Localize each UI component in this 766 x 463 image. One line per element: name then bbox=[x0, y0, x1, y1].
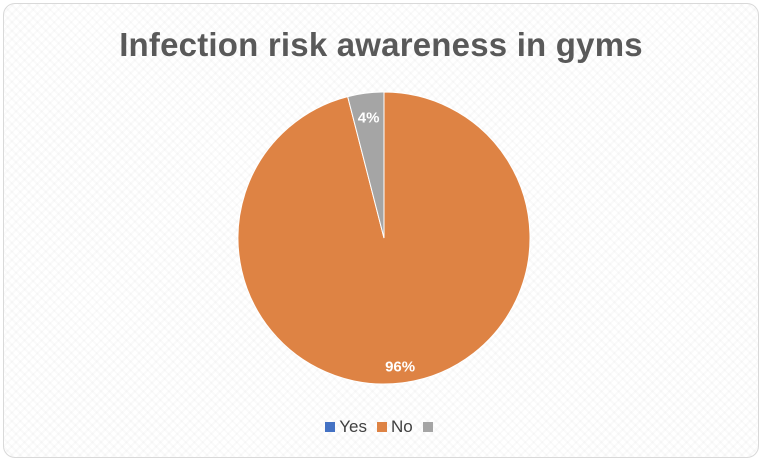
legend-label-yes: Yes bbox=[339, 417, 367, 436]
legend: Yes No bbox=[4, 417, 758, 437]
legend-swatch-no bbox=[377, 422, 387, 432]
data-label-other: 4% bbox=[358, 109, 380, 126]
legend-item-other bbox=[422, 422, 437, 432]
pie-slice-other bbox=[347, 91, 385, 239]
chart-card: Infection risk awareness in gyms 96% 4% Y… bbox=[3, 3, 759, 458]
data-label-no: 96% bbox=[385, 358, 415, 375]
legend-item-yes: Yes bbox=[325, 417, 367, 437]
pie-chart: 96% 4% bbox=[237, 91, 531, 385]
legend-swatch-other bbox=[422, 422, 433, 432]
legend-swatch-yes bbox=[325, 422, 336, 432]
chart-title: Infection risk awareness in gyms bbox=[119, 26, 643, 63]
legend-label-no: No bbox=[391, 417, 413, 436]
legend-item-no: No bbox=[377, 417, 413, 437]
